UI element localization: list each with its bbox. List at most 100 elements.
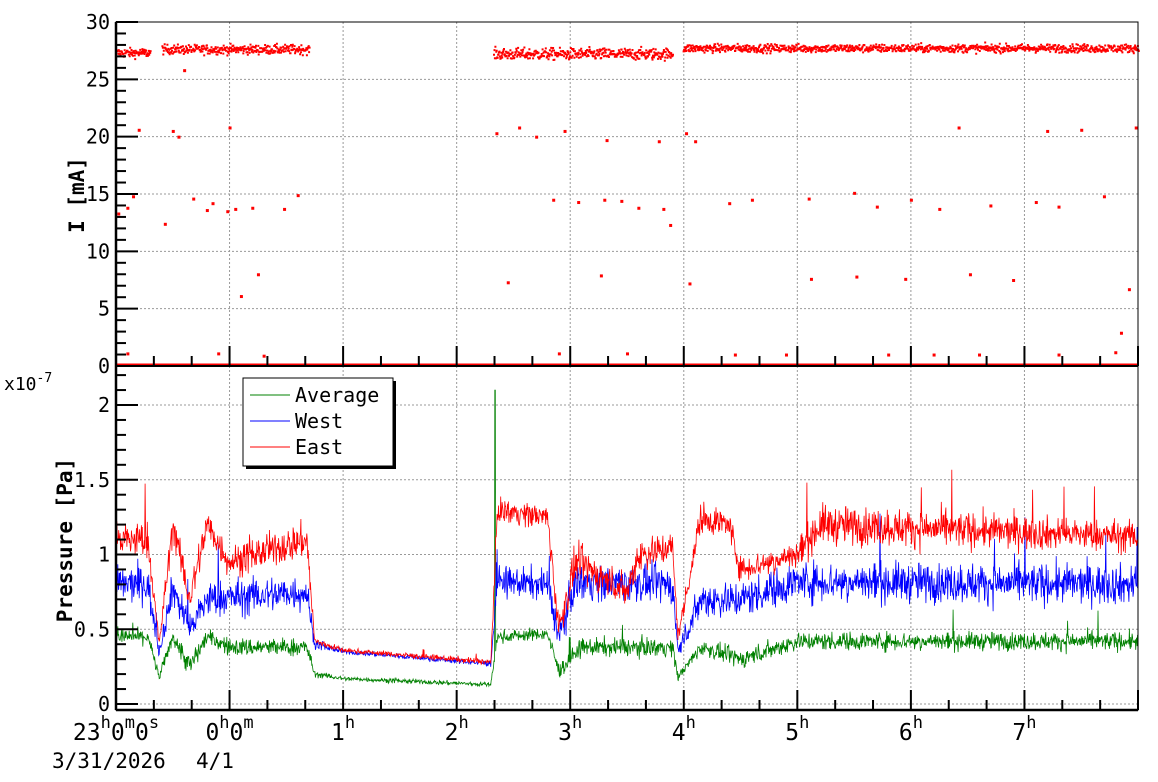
top-y-tick-label: 25	[86, 67, 110, 91]
current-data-point	[251, 206, 255, 210]
pressure-plot-data	[116, 389, 1138, 688]
current-data-point	[126, 206, 130, 210]
axes: 0 5 10 15 20 25 30 0 0.5 1 1.5 2 23h0m0s 0h0m 1h 2h 3h 4h…	[73, 10, 1139, 746]
current-data-point	[662, 207, 666, 211]
current-data-point	[552, 198, 556, 202]
current-data-point	[1057, 353, 1061, 357]
current-data-point	[626, 352, 629, 356]
bottom-y-tick-label: 0.5	[74, 617, 110, 641]
current-data-point	[296, 194, 300, 198]
pressure-series-east	[116, 469, 1138, 666]
current-data-point	[1119, 331, 1123, 335]
current-data-point	[283, 207, 287, 211]
legend-label-east: East	[295, 435, 343, 459]
current-data-point	[603, 198, 607, 202]
current-data-point	[137, 128, 141, 132]
current-data-point	[132, 195, 136, 199]
current-data-point	[557, 352, 561, 356]
current-data-point	[117, 212, 121, 216]
current-data-point	[1080, 128, 1084, 132]
current-data-point	[228, 126, 232, 130]
current-data-point	[1114, 351, 1118, 355]
top-y-axis-title: I [mA]	[65, 157, 89, 233]
date-label-start: 3/31/2026	[52, 749, 166, 773]
current-data-point	[205, 209, 209, 213]
current-data-point	[535, 135, 539, 139]
current-data-band	[682, 41, 1140, 55]
y-multiplier: x10-7	[4, 371, 52, 395]
current-data-point	[685, 132, 689, 136]
current-data-point	[887, 353, 891, 357]
legend: Average West East	[242, 377, 396, 469]
top-y-tick-label: 20	[86, 125, 110, 149]
current-data-point	[126, 352, 130, 356]
current-data-point	[968, 273, 972, 277]
x-tick-label: 3h	[558, 713, 582, 746]
x-tick-label: 2h	[445, 713, 469, 746]
top-y-tick-label: 0	[98, 354, 110, 378]
current-data-point	[1134, 126, 1138, 130]
current-data-point	[171, 129, 175, 133]
current-data-point	[733, 353, 737, 357]
current-data-point	[932, 353, 936, 357]
current-data-point	[784, 353, 788, 357]
current-data-point	[669, 223, 673, 227]
x-tick-label: 23h0m0s	[73, 713, 159, 746]
current-data-point	[1034, 201, 1038, 205]
current-data-point	[1127, 288, 1131, 292]
pressure-series-average	[116, 389, 1138, 688]
current-data-band	[161, 42, 311, 57]
current-data-point	[809, 277, 813, 281]
current-data-point	[688, 282, 692, 286]
bottom-y-tick-label: 2	[98, 393, 110, 417]
x-tick-label: 4h	[672, 713, 696, 746]
x-tick-label: 0h0m	[205, 713, 253, 746]
current-data-point	[226, 210, 230, 214]
current-data-point	[853, 191, 857, 195]
current-data-point	[938, 207, 942, 211]
top-y-tick-label: 5	[98, 297, 110, 321]
current-data-point	[989, 204, 993, 208]
current-data-point	[855, 275, 859, 279]
x-tick-label: 6h	[899, 713, 923, 746]
x-tick-label: 1h	[331, 713, 355, 746]
current-data-point	[1012, 279, 1016, 282]
current-data-point	[750, 198, 754, 202]
current-data-point	[495, 132, 499, 136]
current-data-point	[904, 277, 908, 281]
x-tick-label: 7h	[1012, 713, 1036, 746]
current-data-point	[909, 198, 913, 202]
current-data-point	[262, 354, 266, 358]
current-data-point	[1046, 129, 1050, 133]
bottom-y-tick-label: 1	[98, 543, 110, 567]
current-data-point	[183, 69, 187, 73]
top-y-tick-label: 15	[86, 182, 110, 206]
date-label-next: 4/1	[196, 749, 234, 773]
current-data-point	[563, 129, 567, 133]
legend-label-average: Average	[295, 383, 379, 407]
legend-label-west: West	[295, 409, 343, 433]
current-data-point	[239, 295, 243, 299]
current-data-band	[116, 46, 152, 61]
current-data-point	[506, 281, 510, 285]
current-data-point	[1057, 205, 1061, 209]
current-data-point	[163, 222, 167, 226]
current-data-point	[192, 197, 196, 201]
current-data-point	[694, 140, 698, 144]
top-y-tick-label: 30	[86, 10, 110, 34]
x-tick-label: 5h	[785, 713, 809, 746]
bottom-y-tick-label: 0	[98, 692, 110, 716]
current-data-point	[217, 352, 221, 356]
current-data-band	[493, 45, 674, 62]
current-data-point	[728, 202, 732, 206]
current-data-point	[256, 273, 260, 277]
current-data-point	[599, 274, 603, 278]
current-data-point	[518, 126, 522, 130]
current-plot-data	[116, 41, 1140, 367]
current-data-point	[657, 140, 661, 144]
current-data-point	[605, 139, 609, 143]
current-data-point	[577, 201, 581, 205]
current-data-point	[978, 353, 982, 357]
current-data-point	[637, 206, 641, 210]
current-data-point	[620, 199, 624, 203]
